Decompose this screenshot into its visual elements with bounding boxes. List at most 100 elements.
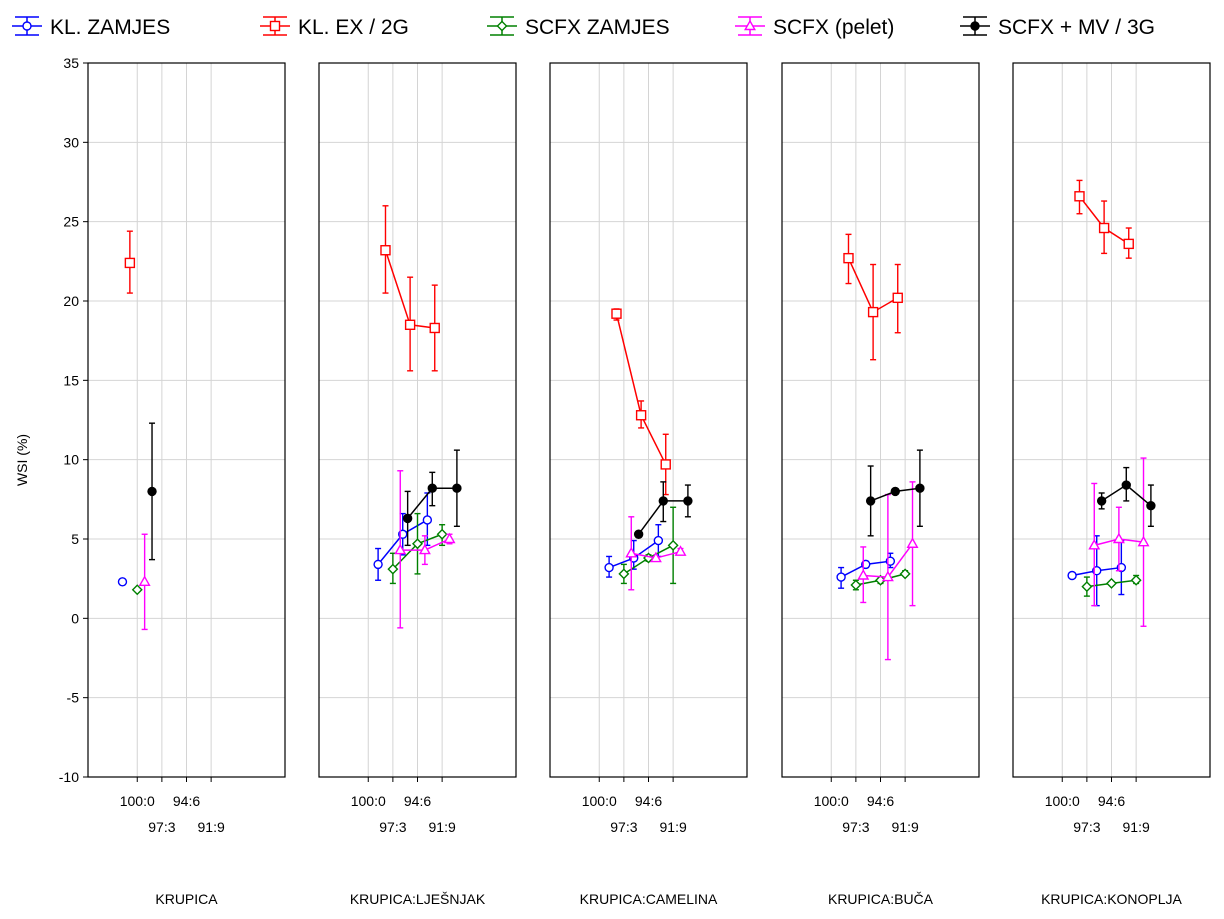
data-point	[1067, 570, 1077, 581]
panel-krupica-konoplja: 100:0 97:3 94:6 91:9 KRUPICA:KONOPLJA	[1012, 62, 1211, 907]
data-point	[899, 568, 911, 580]
data-point	[1106, 577, 1117, 589]
data-point	[436, 528, 448, 540]
data-point	[404, 319, 416, 330]
data-point	[124, 257, 136, 269]
legend: KL. ZAMJES KL. EX / 2G SCFX ZAMJES SCFX (pe…	[12, 16, 1155, 39]
series-scfx-mv-3g	[633, 481, 693, 539]
x-tick-label: 97:3	[842, 819, 869, 835]
x-tick-label: 97:3	[1073, 819, 1100, 835]
data-point	[443, 532, 456, 544]
series-kl-zamjes	[836, 552, 896, 589]
data-point	[427, 483, 437, 493]
series-scfx-pelet	[394, 470, 456, 629]
series-kl-zamjes	[604, 524, 664, 578]
data-point	[1098, 222, 1110, 234]
data-point	[387, 563, 399, 575]
data-point	[422, 515, 433, 525]
legend-item-scfx-pelet: SCFX (pelet)	[735, 16, 894, 39]
series-scfx-zamjes	[1081, 574, 1142, 597]
x-tick-label: 100:0	[120, 793, 155, 809]
panel-krupica-buca: 100:0 97:3 94:6 91:9 KRUPICA:BUČA	[781, 62, 980, 907]
data-point	[1123, 238, 1134, 250]
data-point	[147, 486, 157, 497]
data-point	[1096, 496, 1107, 506]
data-point	[131, 584, 143, 596]
y-tick-label: 5	[71, 531, 79, 547]
x-tick-label: 94:6	[1098, 793, 1125, 809]
series-kl-ex-2g	[611, 308, 671, 496]
legend-marker	[269, 20, 281, 32]
legend-item-kl-zamjes: KL. ZAMJES	[12, 16, 170, 39]
x-tick-label: 94:6	[635, 793, 662, 809]
panels: 100:0 97:3 94:6 91:9 KRUPICA 100:0 97:3 94:6 91:…	[87, 62, 1211, 907]
y-tick-label: -5	[67, 690, 80, 706]
data-point	[412, 538, 423, 550]
data-point	[138, 575, 151, 587]
y-tick-label: 35	[63, 55, 79, 71]
x-tick-label: 100:0	[582, 793, 617, 809]
data-point	[915, 483, 925, 493]
data-point	[633, 529, 644, 539]
panel-krupica: 100:0 97:3 94:6 91:9 KRUPICA	[87, 62, 286, 907]
data-point	[117, 577, 128, 587]
legend-marker	[744, 19, 756, 31]
y-tick-label: 30	[63, 134, 79, 150]
x-tick-label: 97:3	[379, 819, 406, 835]
x-tick-label: 91:9	[1123, 819, 1150, 835]
panel-frame	[1012, 62, 1211, 778]
data-point	[611, 308, 622, 319]
data-point	[843, 252, 854, 264]
panel-krupica-ljesnjak: 100:0 97:3 94:6 91:9 KRUPICA:LJEŠNJAK	[318, 62, 517, 907]
panel-frame	[781, 62, 980, 778]
data-point	[604, 562, 614, 573]
legend-label: SCFX (pelet)	[773, 16, 894, 39]
data-point	[625, 546, 638, 558]
data-point	[1112, 532, 1125, 544]
data-point	[635, 410, 647, 421]
panel-title: KRUPICA:BUČA	[828, 891, 934, 907]
data-point	[881, 570, 894, 582]
series-scfx-pelet	[1088, 457, 1150, 627]
data-point	[402, 513, 413, 524]
x-tick-label: 97:3	[610, 819, 637, 835]
legend-item-scfx-zamjes: SCFX ZAMJES	[487, 16, 670, 39]
data-point	[418, 543, 431, 555]
data-point	[1088, 538, 1101, 550]
data-point	[892, 292, 903, 304]
y-axis-ticks: -10 -5 0 5 10 15 20 25 30 35	[59, 55, 88, 785]
data-point	[452, 483, 462, 493]
series-kl-zamjes	[373, 492, 433, 581]
legend-marker	[970, 21, 980, 31]
data-point	[674, 545, 687, 556]
data-point	[618, 568, 630, 580]
data-point	[1121, 480, 1131, 490]
data-point	[380, 245, 391, 256]
x-tick-label: 100:0	[351, 793, 386, 809]
x-tick-label: 91:9	[429, 819, 456, 835]
data-point	[683, 496, 693, 506]
x-tick-label: 94:6	[867, 793, 894, 809]
series-scfx-pelet	[625, 516, 687, 591]
panel-title: KRUPICA	[155, 891, 218, 907]
legend-label: SCFX + MV / 3G	[998, 16, 1155, 39]
series-scfx-mv-3g	[147, 422, 157, 561]
series-scfx-pelet	[857, 481, 919, 661]
panel-title: KRUPICA:CAMELINA	[580, 891, 718, 907]
data-point	[653, 535, 664, 546]
series-kl-zamjes	[117, 577, 128, 587]
series-kl-ex-2g	[1074, 179, 1134, 259]
y-tick-label: 10	[63, 452, 79, 468]
x-tick-label: 100:0	[814, 793, 849, 809]
series-scfx-zamjes	[387, 512, 448, 585]
series-scfx-zamjes	[618, 506, 679, 585]
panel-title: KRUPICA:KONOPLJA	[1041, 891, 1182, 907]
legend-label: KL. EX / 2G	[298, 16, 409, 39]
data-point	[1137, 535, 1150, 547]
data-point	[850, 579, 862, 591]
data-point	[394, 543, 407, 555]
legend-label: KL. ZAMJES	[50, 16, 170, 39]
data-point	[890, 486, 900, 497]
data-point	[373, 559, 383, 570]
